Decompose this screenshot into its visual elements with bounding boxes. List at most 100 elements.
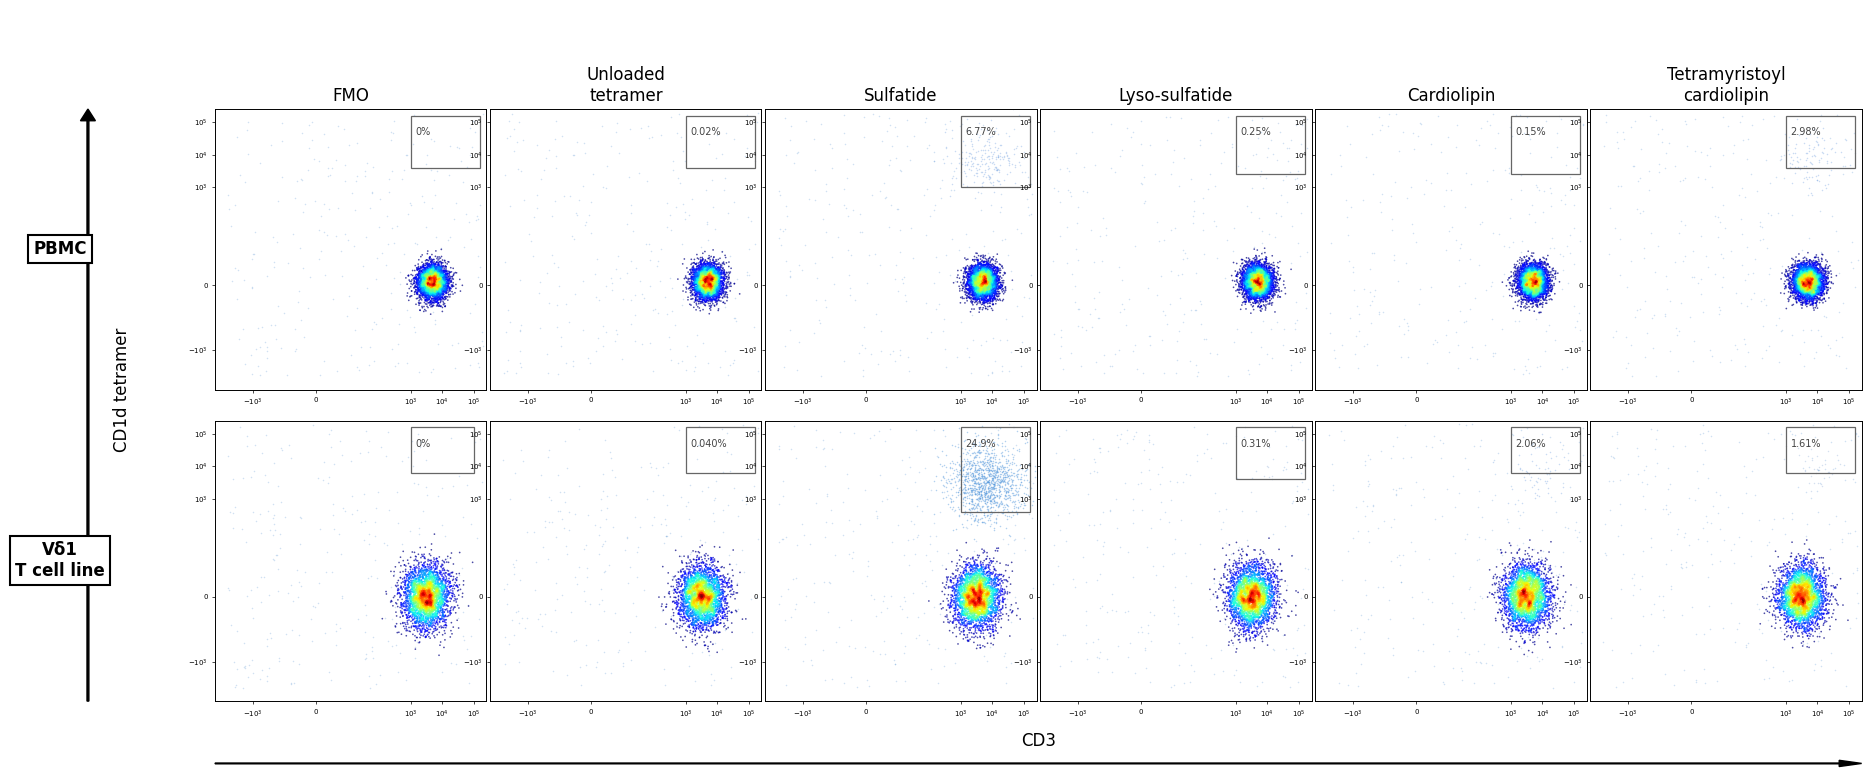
Point: [1530, 448, 1560, 460]
Point: [1254, 270, 1284, 283]
Point: [1244, 590, 1274, 603]
Point: [427, 269, 457, 281]
Point: [954, 268, 984, 280]
Point: [937, 455, 967, 467]
Point: [971, 592, 1001, 605]
Point: [1269, 339, 1298, 351]
Point: [1779, 593, 1809, 605]
Point: [973, 601, 1003, 614]
Point: [956, 601, 986, 613]
Point: [1242, 261, 1272, 273]
Point: [685, 262, 715, 274]
Point: [1512, 277, 1542, 290]
Point: [406, 282, 436, 294]
Point: [1240, 573, 1270, 586]
Point: [1216, 566, 1246, 579]
Point: [1807, 146, 1837, 159]
Point: [973, 481, 1003, 494]
Point: [1508, 584, 1538, 597]
Point: [1785, 588, 1815, 601]
Point: [1242, 292, 1272, 305]
Point: [586, 520, 616, 533]
Point: [694, 593, 724, 605]
Point: [1796, 270, 1826, 283]
Point: [973, 160, 1003, 172]
Point: [1792, 581, 1822, 594]
Point: [391, 608, 421, 621]
Point: [1523, 284, 1553, 296]
Point: [954, 580, 984, 593]
Point: [1242, 587, 1272, 599]
Point: [1817, 435, 1847, 448]
Point: [415, 607, 445, 619]
Point: [1259, 615, 1289, 627]
Point: [954, 589, 984, 601]
Point: [960, 278, 990, 291]
Point: [694, 274, 724, 287]
Point: [1506, 295, 1536, 308]
Point: [1804, 276, 1834, 288]
Point: [692, 570, 722, 583]
Point: [1255, 297, 1285, 309]
Point: [997, 478, 1027, 491]
Point: [419, 271, 449, 284]
Point: [402, 555, 432, 567]
Point: [1239, 573, 1269, 585]
Point: [690, 573, 720, 586]
Point: [1226, 584, 1255, 597]
Point: [1789, 293, 1819, 305]
Point: [1237, 555, 1267, 568]
Point: [1270, 671, 1300, 683]
Point: [1811, 576, 1841, 588]
Point: [1530, 608, 1560, 620]
Point: [1516, 281, 1545, 294]
Point: [1809, 567, 1839, 580]
Point: [956, 278, 986, 291]
Point: [1244, 300, 1274, 312]
Point: [690, 269, 720, 281]
Point: [1510, 599, 1540, 612]
Point: [687, 280, 717, 293]
Point: [982, 461, 1012, 474]
Point: [1250, 280, 1280, 293]
Point: [1519, 274, 1549, 287]
Point: [700, 287, 730, 299]
Point: [967, 276, 997, 288]
Point: [1787, 608, 1817, 620]
Point: [1794, 571, 1824, 583]
Point: [421, 271, 451, 284]
Point: [1779, 286, 1809, 298]
Point: [690, 280, 720, 293]
Point: [696, 587, 726, 600]
Point: [1239, 602, 1269, 615]
Point: [984, 206, 1014, 218]
Point: [1811, 311, 1841, 323]
Point: [415, 567, 445, 580]
Point: [1523, 266, 1553, 279]
Point: [982, 279, 1012, 291]
Point: [1802, 283, 1832, 295]
Point: [413, 266, 443, 279]
Point: [1519, 291, 1549, 303]
Point: [417, 273, 447, 285]
Point: [1242, 569, 1272, 582]
Point: [1521, 441, 1551, 453]
Point: [1244, 273, 1274, 285]
Point: [679, 272, 709, 284]
Point: [952, 600, 982, 612]
Point: [1240, 272, 1270, 284]
Point: [1804, 602, 1834, 615]
Point: [408, 283, 438, 295]
Point: [962, 573, 992, 585]
Point: [1789, 285, 1819, 298]
Point: [967, 266, 997, 278]
Point: [1246, 626, 1276, 638]
Point: [696, 259, 726, 271]
Point: [1781, 259, 1811, 272]
Point: [690, 270, 720, 283]
Point: [700, 590, 730, 603]
Point: [412, 284, 442, 297]
Point: [1502, 568, 1532, 580]
Point: [404, 270, 434, 282]
Point: [1497, 602, 1527, 615]
